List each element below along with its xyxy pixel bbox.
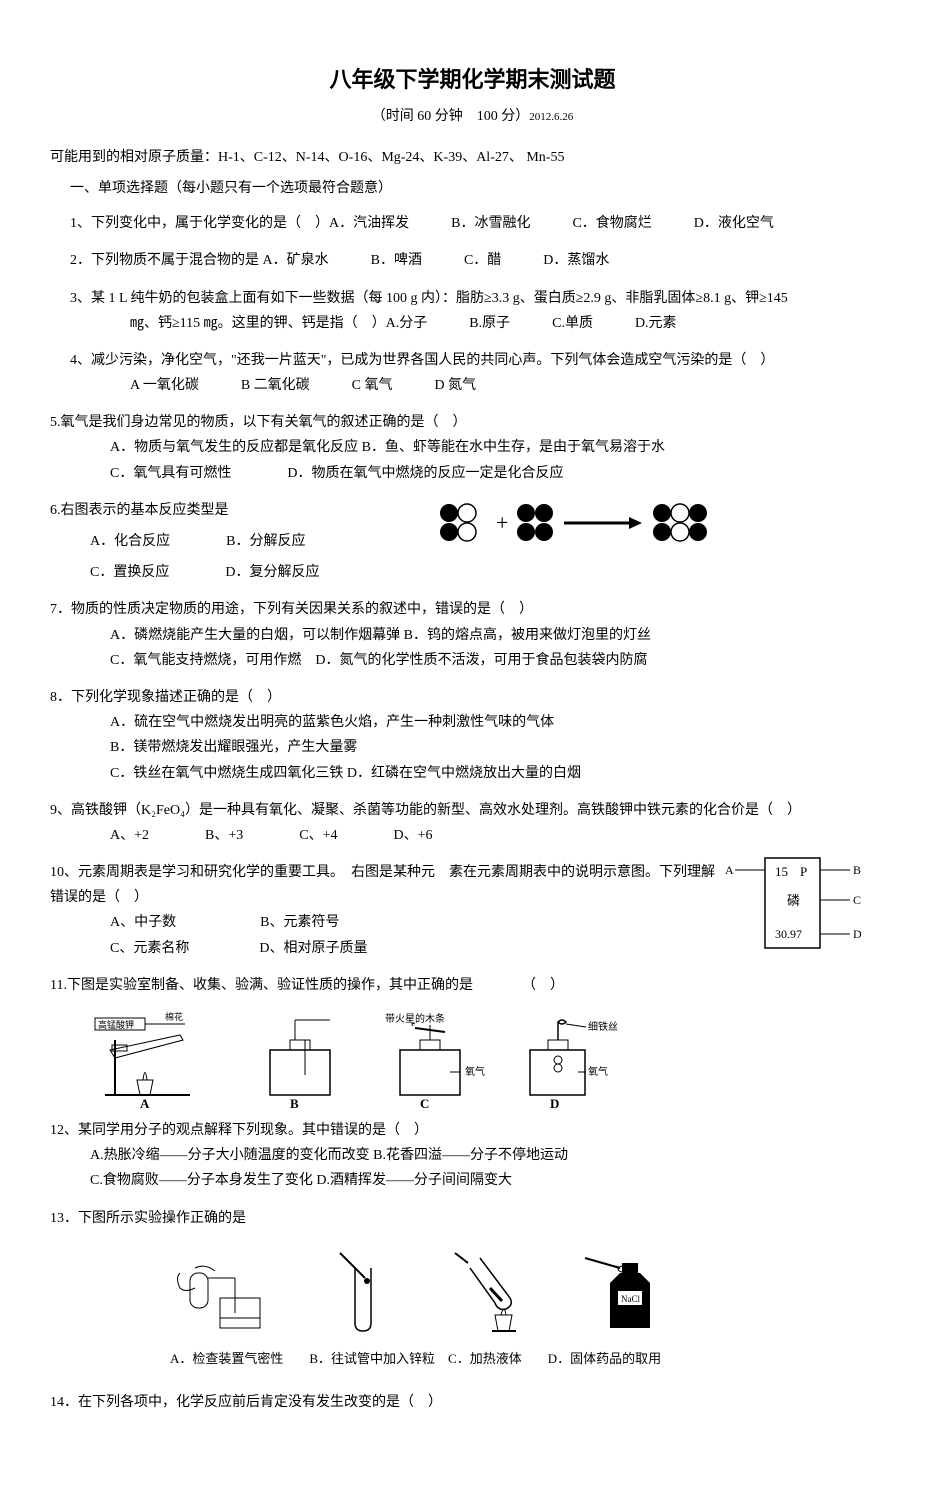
exam-title: 八年级下学期化学期末测试题 [50,60,895,100]
q13-figures: NaCl [170,1243,895,1347]
section-1-heading: 一、单项选择题（每小题只有一个选项最符合题意） [70,176,895,201]
q3-line2: ㎎、钙≥115 ㎎。这里的钾、钙是指（ ）A.分子 B.原子 C.单质 D.元素 [130,311,895,336]
q8-opt-b: B．镁带燃烧发出耀眼强光，产生大量雾 [110,735,895,760]
q9-opts: A、+2 B、+3 C、+4 D、+6 [110,823,895,848]
question-13: 13．下图所示实验操作正确的是 [50,1206,895,1231]
svg-text:NaCl: NaCl [621,1294,640,1304]
svg-text:氧气: 氧气 [465,1065,485,1078]
q5-text: 5.氧气是我们身边常见的物质，以下有关氧气的叙述正确的是（ ） [50,415,467,430]
svg-text:D: D [550,1096,559,1110]
q5-opt-a: A．物质与氧气发生的反应都是氧化反应 B．鱼、虾等能在水中生存，是由于氧气易溶于… [110,435,895,460]
svg-text:D: D [853,927,862,941]
question-7: 7．物质的性质决定物质的用途，下列有关因果关系的叙述中，错误的是（ ） A．磷燃… [50,597,895,673]
q7-text: 7．物质的性质决定物质的用途，下列有关因果关系的叙述中，错误的是（ ） [50,602,533,617]
question-11: 11.下图是实验室制备、收集、验满、验证性质的操作，其中正确的是 （ ） [50,973,895,998]
svg-text:棉花: 棉花 [165,1011,183,1022]
question-4: 4、减少污染，净化空气，"还我一片蓝天"，已成为世界各国人民的共同心声。下列气体… [70,348,895,398]
svg-text:C: C [420,1096,429,1110]
q12-text: 12、某同学用分子的观点解释下列现象。其中错误的是（ ） [50,1123,428,1138]
q6-opt-c: C．置换反应 D．复分解反应 [90,560,390,585]
question-8: 8．下列化学现象描述正确的是（ ） A．硫在空气中燃烧发出明亮的蓝紫色火焰，产生… [50,685,895,786]
q4-line1: 4、减少污染，净化空气，"还我一片蓝天"，已成为世界各国人民的共同心声。下列气体… [70,353,774,368]
q13-caption: A．检查装置气密性 B．往试管中加入锌粒 C．加热液体 D．固体药品的取用 [170,1347,895,1370]
question-12: 12、某同学用分子的观点解释下列现象。其中错误的是（ ） A.热胀冷缩——分子大… [50,1118,895,1194]
question-3: 3、某 1 L 纯牛奶的包装盒上面有如下一些数据（每 100 g 内）：脂肪≥3… [70,286,895,336]
q7-opt-a: A．磷燃烧能产生大量的白烟，可以制作烟幕弹 B．钨的熔点高，被用来做灯泡里的灯丝 [110,623,895,648]
q7-opt-c: C．氧气能支持燃烧，可用作燃 D．氮气的化学性质不活泼，可用于食品包装袋内防腐 [110,648,895,673]
svg-text:C: C [853,893,861,907]
subtitle-date: 2012.6.26 [529,111,573,123]
q8-opt-c: C．铁丝在氧气中燃烧生成四氧化三铁 D．红磷在空气中燃烧放出大量的白烟 [110,761,895,786]
subtitle-main: （时间 60 分钟 100 分） [372,109,530,124]
svg-text:带火星的木条: 带火星的木条 [385,1012,445,1025]
question-9: 9、高铁酸钾（K₂FeO₄）是一种具有氧化、凝聚、杀菌等功能的新型、高效水处理剂… [50,798,895,848]
question-5: 5.氧气是我们身边常见的物质，以下有关氧气的叙述正确的是（ ） A．物质与氧气发… [50,410,895,486]
atomic-masses: 可能用到的相对原子质量：H-1、C-12、N-14、O-16、Mg-24、K-3… [50,145,895,170]
svg-text:B: B [290,1096,299,1110]
svg-text:+: + [496,510,508,535]
q9-text: 9、高铁酸钾（K₂FeO₄）是一种具有氧化、凝聚、杀菌等功能的新型、高效水处理剂… [50,803,801,818]
svg-text:氧气: 氧气 [588,1065,608,1078]
q4-line2: A 一氧化碳 B 二氧化碳 C 氧气 D 氮气 [130,373,895,398]
svg-text:A: A [140,1096,150,1110]
q6-opt-a: A．化合反应 B．分解反应 [90,529,390,554]
q11-figures: 高锰酸钾 棉花 A B 带火星的木条 [90,1010,895,1110]
q8-text: 8．下列化学现象描述正确的是（ ） [50,690,281,705]
svg-text:P: P [800,864,807,879]
q12-opt-c: C.食物腐败——分子本身发生了变化 D.酒精挥发——分子间间隔变大 [90,1168,895,1193]
periodic-element-box: 15 P 磷 30.97 A B C D [725,850,865,969]
q5-opt-c: C．氧气具有可燃性 D．物质在氧气中燃烧的反应一定是化合反应 [110,461,895,486]
question-6: 6.右图表示的基本反应类型是 A．化合反应 B．分解反应 C．置换反应 D．复分… [50,498,895,586]
q8-opt-a: A．硫在空气中燃烧发出明亮的蓝紫色火焰，产生一种刺激性气味的气体 [110,710,895,735]
question-2: 2．下列物质不属于混合物的是 A．矿泉水 B．啤酒 C．醋 D．蒸馏水 [70,248,895,273]
q10-text: 10、元素周期表是学习和研究化学的重要工具。 右图是某种元 素在元素周期表中的说… [50,865,715,905]
svg-text:A: A [725,863,734,877]
exam-subtitle: （时间 60 分钟 100 分）2012.6.26 [50,104,895,129]
svg-text:磷: 磷 [787,893,800,908]
q6-text: 6.右图表示的基本反应类型是 [50,503,229,518]
question-1: 1、下列变化中，属于化学变化的是（ ）A．汽油挥发 B．冰雪融化 C．食物腐烂 … [70,211,895,236]
svg-text:30.97: 30.97 [775,927,802,941]
q12-opt-a: A.热胀冷缩——分子大小随温度的变化而改变 B.花香四溢——分子不停地运动 [90,1143,895,1168]
question-14: 14．在下列各项中，化学反应前后肯定没有发生改变的是（ ） [50,1390,895,1415]
q3-line1: 3、某 1 L 纯牛奶的包装盒上面有如下一些数据（每 100 g 内）：脂肪≥3… [70,291,788,306]
svg-text:B: B [853,863,861,877]
svg-text:高锰酸钾: 高锰酸钾 [98,1019,134,1030]
q6-reaction-diagram: + [434,498,714,557]
svg-text:15: 15 [775,864,788,879]
svg-text:细铁丝: 细铁丝 [588,1020,618,1033]
